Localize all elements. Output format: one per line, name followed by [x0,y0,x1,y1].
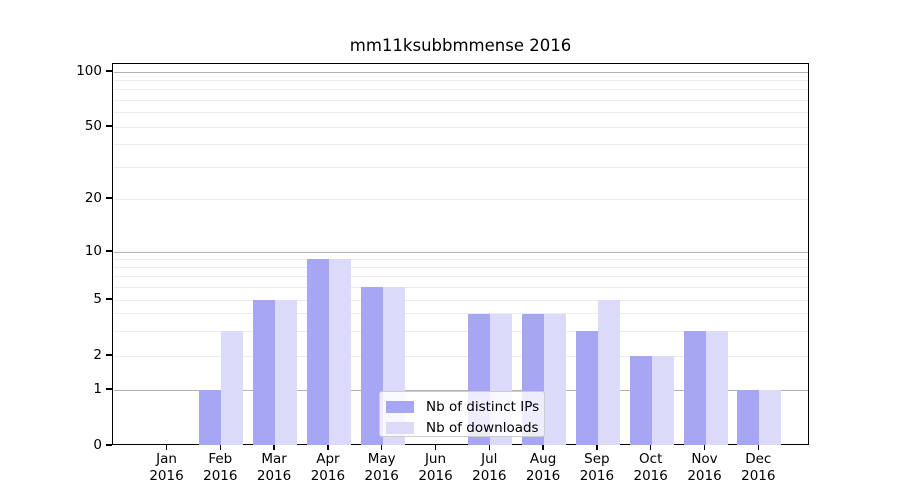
bar-distinct-ips [199,390,222,445]
x-tick-label: Nov 2016 [687,451,722,484]
x-tick-label: Jan 2016 [149,451,184,484]
legend-entry-downloads: Nb of downloads [386,417,539,438]
y-tick-label: 0 [93,437,102,453]
x-tick-label: Apr 2016 [310,451,346,484]
x-axis-tick [757,445,760,450]
y-axis-tick [106,250,112,252]
x-tick-label: Sep 2016 [579,451,615,484]
y-tick-label: 5 [93,291,102,307]
x-tick-label: Dec 2016 [741,451,776,484]
bar-downloads [328,259,351,445]
x-tick-label: Jun 2016 [418,451,453,484]
x-tick-label: Oct 2016 [633,451,668,484]
legend-label-distinct-ips: Nb of distinct IPs [426,398,540,415]
x-tick-label: Mar 2016 [256,451,292,484]
y-axis-tick [106,125,112,127]
x-axis-tick [596,445,598,450]
major-gridline [114,389,808,391]
y-axis-tick [106,70,112,72]
minor-gridline [114,198,808,200]
legend-entry-distinct-ips: Nb of distinct IPs [386,396,540,417]
bar-distinct-ips [360,287,383,445]
x-tick-label: Feb 2016 [203,451,238,484]
y-axis-tick [106,197,112,199]
y-tick-label: 20 [84,190,102,206]
minor-gridline [114,126,808,128]
major-gridline [114,251,808,253]
x-axis-tick [273,445,275,450]
minor-gridline [114,286,808,288]
x-tick-label: May 2016 [364,451,399,484]
minor-gridline [114,299,808,301]
legend: Nb of distinct IPs Nb of downloads [379,391,545,437]
y-axis-tick [106,354,112,356]
y-axis-tick [106,444,112,446]
x-axis-tick [165,445,168,450]
bar-downloads [705,331,728,445]
minor-gridline [114,330,808,332]
chart-title: mm11ksubbmmense 2016 [349,36,572,55]
x-axis-tick [219,445,222,450]
x-axis-tick [434,445,437,450]
bar-downloads [544,313,567,445]
y-tick-label: 1 [93,381,102,397]
x-axis-tick [649,445,652,450]
x-axis-tick [327,445,329,450]
bar-distinct-ips [253,300,276,445]
bar-distinct-ips [306,259,329,445]
minor-gridline [114,266,808,268]
x-axis-tick [703,445,706,450]
bar-distinct-ips [737,390,760,445]
minor-gridline [114,276,808,278]
y-axis-tick [106,298,112,300]
y-axis-tick [106,388,112,390]
y-tick-label: 2 [93,347,102,363]
x-axis-tick [542,445,544,450]
minor-gridline [114,89,808,91]
bar-downloads [275,300,298,445]
bar-downloads [651,356,674,445]
legend-label-downloads: Nb of downloads [426,419,539,436]
minor-gridline [114,166,808,168]
minor-gridline [114,313,808,315]
minor-gridline [114,79,808,81]
minor-gridline [114,144,808,146]
bar-downloads [597,300,620,445]
major-gridline [114,71,808,73]
x-tick-label: Jul 2016 [472,451,507,484]
minor-gridline [114,258,808,260]
legend-swatch-downloads [386,421,414,434]
minor-gridline [114,355,808,357]
y-tick-label: 10 [84,243,102,259]
y-tick-label: 100 [76,63,102,79]
minor-gridline [114,99,808,101]
bar-distinct-ips [575,331,598,445]
bar-downloads [759,390,782,445]
minor-gridline [114,112,808,114]
x-axis-tick [488,445,491,450]
bar-downloads [221,331,244,445]
bar-distinct-ips [629,356,652,445]
bar-distinct-ips [683,331,706,445]
x-axis-tick [380,445,383,450]
x-tick-label: Aug 2016 [525,451,561,484]
plot-area [112,63,809,445]
legend-swatch-distinct-ips [386,400,414,413]
y-tick-label: 50 [84,118,102,134]
